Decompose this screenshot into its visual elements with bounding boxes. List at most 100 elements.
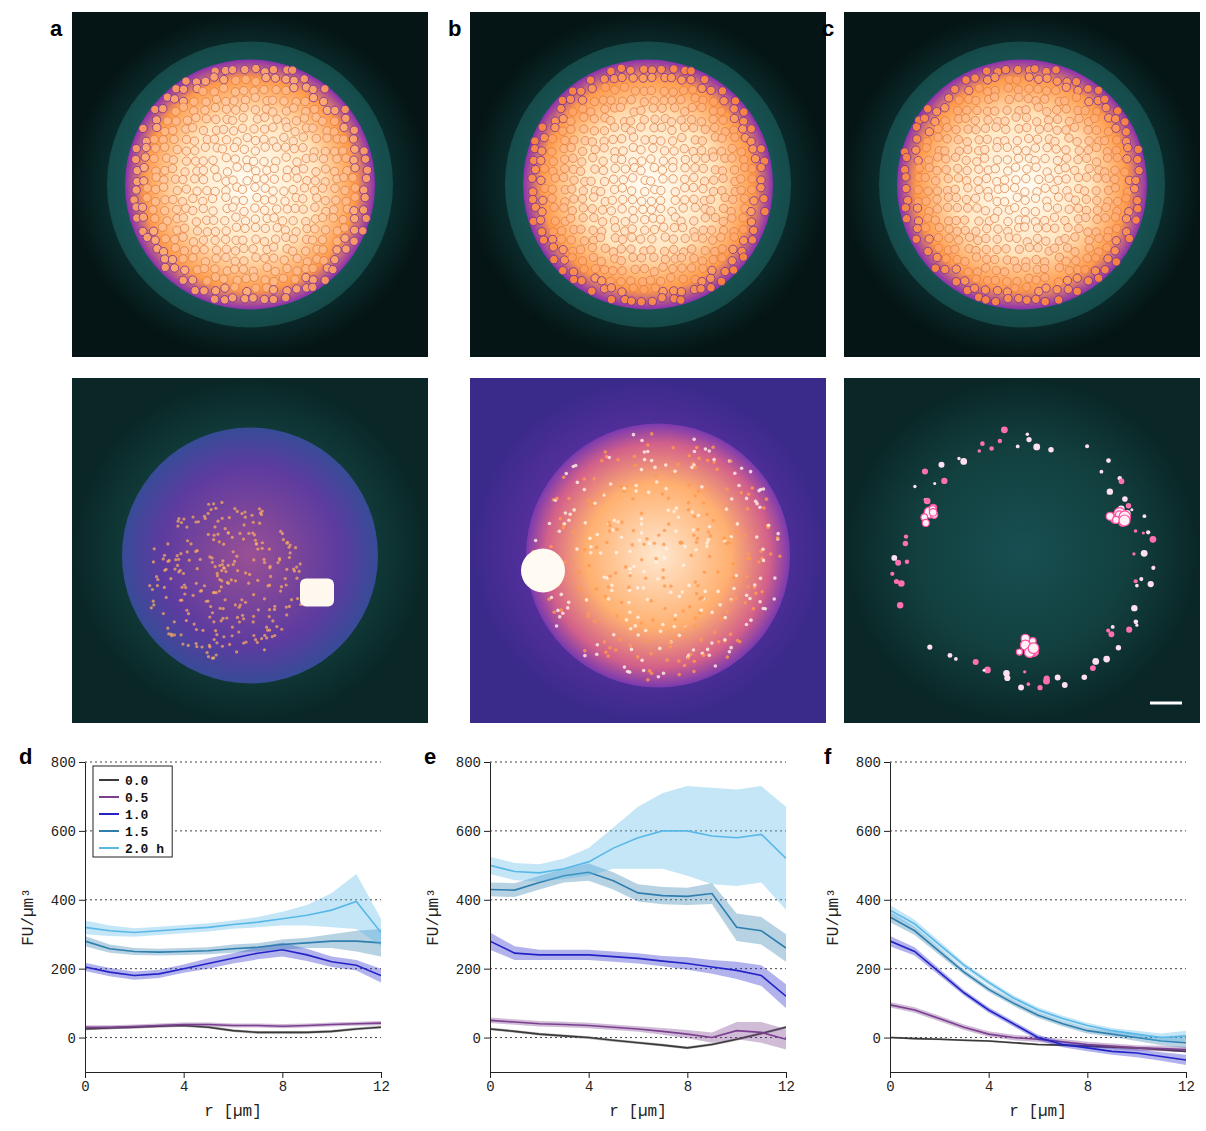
texture-dot bbox=[993, 235, 1001, 243]
texture-dot bbox=[241, 224, 249, 232]
texture-dot bbox=[644, 577, 648, 581]
texture-dot bbox=[260, 135, 268, 143]
texture-dot bbox=[569, 108, 577, 116]
texture-dot bbox=[203, 277, 211, 285]
texture-dot bbox=[159, 136, 167, 144]
texture-dot bbox=[601, 105, 609, 113]
texture-dot bbox=[234, 579, 237, 582]
texture-dot bbox=[615, 614, 619, 618]
texture-dot bbox=[944, 217, 952, 225]
texture-dot bbox=[614, 648, 618, 652]
texture-dot bbox=[213, 534, 216, 537]
texture-dot bbox=[177, 517, 180, 520]
texture-dot bbox=[235, 555, 238, 558]
halo bbox=[879, 42, 1165, 328]
texture-dot bbox=[710, 611, 714, 615]
cell-disc bbox=[125, 60, 375, 310]
texture-dot bbox=[1043, 74, 1051, 82]
texture-dot bbox=[650, 671, 654, 675]
texture-dot bbox=[224, 527, 227, 530]
texture-dot bbox=[902, 173, 910, 181]
texture-dot bbox=[165, 596, 168, 599]
texture-dot bbox=[1062, 83, 1070, 91]
texture-dot bbox=[567, 143, 575, 151]
texture-dot bbox=[993, 143, 1001, 151]
texture-dot bbox=[286, 541, 289, 544]
texture-dot bbox=[1015, 125, 1023, 133]
texture-dot bbox=[922, 224, 930, 232]
texture-dot bbox=[1004, 217, 1012, 225]
texture-dot bbox=[163, 117, 171, 125]
texture-dot bbox=[657, 123, 665, 131]
texture-dot bbox=[261, 224, 269, 232]
texture-dot bbox=[739, 225, 747, 233]
texture-dot bbox=[633, 624, 637, 628]
texture-dot bbox=[662, 543, 666, 547]
texture-dot bbox=[687, 501, 691, 505]
texture-dot bbox=[737, 484, 741, 488]
texture-dot bbox=[646, 177, 654, 185]
texture-dot bbox=[757, 176, 765, 184]
texture-dot bbox=[161, 235, 169, 243]
texture-dot bbox=[293, 158, 301, 166]
texture-dot bbox=[975, 136, 983, 144]
texture-dot bbox=[177, 558, 180, 561]
texture-dot bbox=[1121, 118, 1129, 126]
texture-dot bbox=[627, 245, 635, 253]
texture-dot bbox=[687, 508, 691, 512]
texture-dot bbox=[973, 158, 981, 166]
texture-dot bbox=[201, 77, 209, 85]
texture-dot bbox=[590, 97, 598, 105]
image-background bbox=[72, 12, 428, 357]
texture-dot bbox=[183, 116, 191, 124]
texture-dot bbox=[281, 197, 289, 205]
texture-dot bbox=[738, 640, 742, 644]
texture-dot bbox=[203, 186, 211, 194]
texture-dot bbox=[605, 541, 609, 545]
texture-dot bbox=[750, 486, 754, 490]
texture-dot bbox=[342, 114, 350, 122]
texture-dot bbox=[1034, 75, 1042, 83]
texture-dot bbox=[179, 214, 187, 222]
texture-dot bbox=[251, 106, 259, 114]
texture-dot bbox=[748, 236, 756, 244]
texture-dot bbox=[646, 678, 650, 682]
texture-dot bbox=[747, 125, 755, 133]
texture-dot bbox=[662, 556, 666, 560]
texture-dot bbox=[693, 494, 697, 498]
texture-dot bbox=[634, 464, 638, 468]
texture-dot bbox=[179, 633, 182, 636]
texture-dot bbox=[183, 592, 186, 595]
texture-dot bbox=[160, 206, 168, 214]
image-background bbox=[470, 378, 826, 723]
texture-dot bbox=[1112, 124, 1120, 132]
texture-dot bbox=[188, 123, 196, 131]
texture-dot bbox=[699, 184, 707, 192]
texture-dot bbox=[280, 585, 283, 588]
texture-dot bbox=[637, 298, 645, 306]
texture-dot bbox=[563, 522, 567, 526]
texture-dot bbox=[690, 173, 698, 181]
texture-dot bbox=[1023, 165, 1031, 173]
texture-dot bbox=[631, 543, 635, 547]
texture-dot bbox=[913, 224, 921, 232]
texture-dot bbox=[1134, 145, 1142, 153]
texture-dot bbox=[260, 206, 268, 214]
texture-dot bbox=[628, 225, 636, 233]
texture-dot bbox=[340, 224, 348, 232]
texture-dot bbox=[1122, 214, 1130, 222]
texture-dot bbox=[728, 144, 736, 152]
texture-dot bbox=[562, 475, 566, 479]
texture-dot bbox=[677, 288, 685, 296]
texture-dot bbox=[954, 174, 962, 182]
texture-dot bbox=[933, 195, 941, 203]
texture-dot bbox=[1031, 194, 1039, 202]
texture-dot bbox=[210, 73, 218, 81]
texture-dot bbox=[598, 218, 606, 226]
texture-dot bbox=[203, 228, 211, 236]
texture-dot bbox=[600, 127, 608, 135]
texture-dot bbox=[580, 265, 588, 273]
texture-dot bbox=[1101, 95, 1109, 103]
texture-dot bbox=[559, 127, 567, 135]
texture-dot bbox=[714, 664, 718, 668]
